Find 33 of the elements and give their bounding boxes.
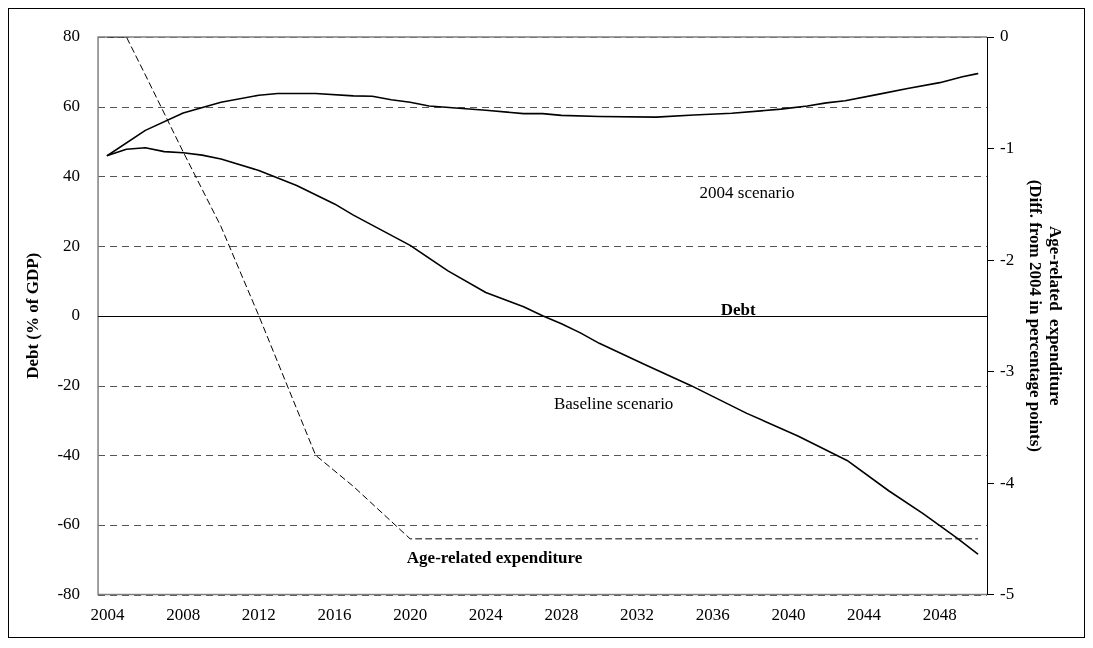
y2-tick-label: -2 (1000, 249, 1015, 269)
y2-tick-label: -3 (1000, 361, 1015, 381)
x-tick-label: 2008 (166, 605, 201, 625)
y-axis-title: Debt (% of GDP) (22, 252, 42, 379)
x-tick-label: 2024 (468, 605, 504, 625)
annotation: Age-related expenditure (406, 548, 583, 568)
x-tick-label: 2048 (922, 605, 957, 625)
x-tick-label: 2032 (620, 605, 655, 625)
x-tick-label: 2004 (90, 605, 126, 625)
y-tick-label: 40 (63, 165, 81, 185)
y2-tick-label: -4 (1000, 472, 1015, 492)
y2-tick-label: 0 (1000, 26, 1009, 46)
x-tick-label: 2036 (695, 605, 730, 625)
y-tick-label: -20 (57, 374, 81, 394)
y2-tick-label: -5 (1000, 584, 1015, 604)
annotation: Baseline scenario (553, 394, 674, 414)
y-tick-label: 60 (63, 96, 81, 116)
x-tick-label: 2012 (241, 605, 276, 625)
x-tick-label: 2028 (544, 605, 579, 625)
y2-tick-label: -1 (1000, 137, 1015, 157)
y-tick-label: -60 (57, 514, 81, 534)
x-tick-label: 2040 (771, 605, 806, 625)
y-tick-label: -80 (57, 584, 81, 604)
annotation: 2004 scenario (699, 182, 795, 202)
x-tick-label: 2044 (847, 605, 882, 625)
y2-axis-title: Age-related expenditure (Diff. from 2004 in percentage points) (1026, 179, 1066, 452)
y-tick-label: 0 (71, 305, 81, 325)
x-tick-label: 2016 (317, 605, 352, 625)
x-tick-label: 2020 (393, 605, 428, 625)
y-tick-label: 80 (63, 26, 81, 46)
annotation: Debt (720, 299, 756, 319)
y-tick-label: -40 (57, 444, 81, 464)
y-tick-label: 20 (63, 235, 81, 255)
